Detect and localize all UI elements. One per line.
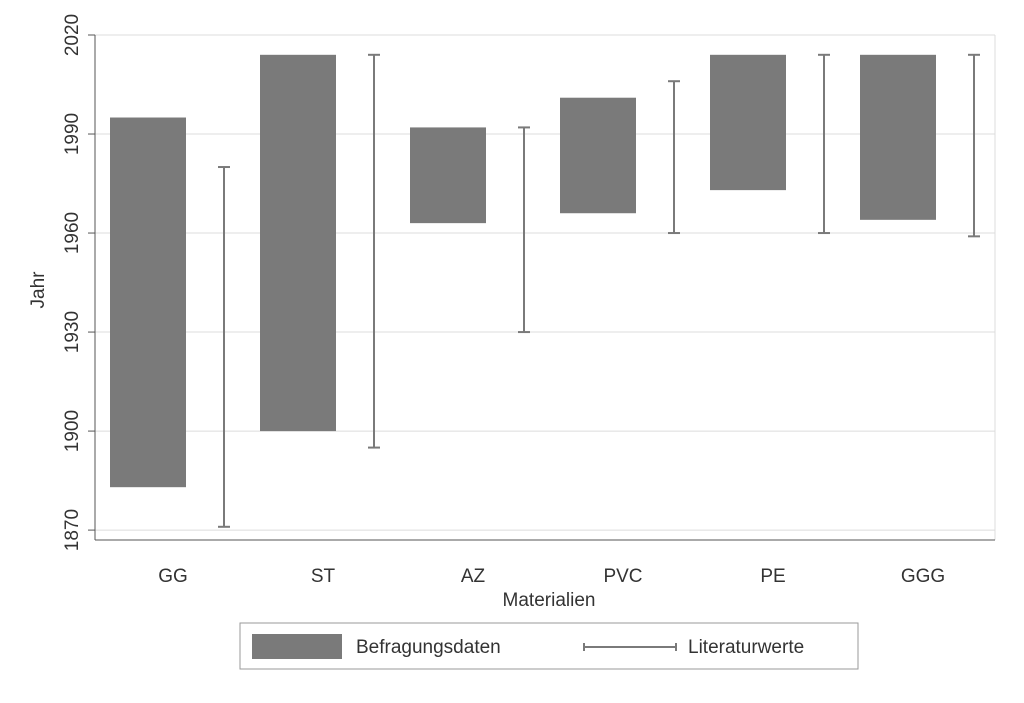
x-ticks: GG ST AZ PVC PE GGG xyxy=(95,539,995,587)
legend-frame xyxy=(239,622,859,670)
range-line-az xyxy=(518,126,530,334)
y-tick-label: 1990 xyxy=(62,113,83,155)
bar-az xyxy=(410,127,486,224)
bar-st xyxy=(260,54,336,432)
x-axis-label: Materialien xyxy=(503,590,596,611)
bar-pe xyxy=(710,54,786,191)
range-line-pe xyxy=(818,53,830,235)
x-tick-label-pvc: PVC xyxy=(603,566,642,587)
bar-ggg xyxy=(860,54,936,220)
bars xyxy=(110,54,936,488)
legend-swatch-befragungsdaten xyxy=(252,634,342,659)
y-axis-label: Jahr xyxy=(28,271,49,309)
legend-swatch-literaturwerte xyxy=(583,643,677,651)
range-lines xyxy=(218,53,980,528)
range-line-st xyxy=(368,53,380,449)
bar-gg xyxy=(110,117,186,488)
legend-label-literaturwerte: Literaturwerte xyxy=(688,637,804,658)
legend: Befragungsdaten Literaturwerte xyxy=(239,622,859,670)
bar-pvc xyxy=(560,97,636,214)
y-tick-label: 1960 xyxy=(62,212,83,254)
x-tick-label-gg: GG xyxy=(158,566,188,587)
x-tick-label-ggg: GGG xyxy=(901,566,945,587)
y-tick-label: 2020 xyxy=(62,14,83,56)
y-ticks: 1870 1900 1930 1960 1990 2020 xyxy=(62,14,96,551)
grid-lines xyxy=(95,34,996,540)
x-tick-label-pe: PE xyxy=(760,566,785,587)
y-tick-label: 1870 xyxy=(62,509,83,551)
x-tick-label-az: AZ xyxy=(461,566,486,587)
y-tick-label: 1930 xyxy=(62,311,83,353)
range-line-pvc xyxy=(668,80,680,235)
x-tick-label-st: ST xyxy=(311,566,336,587)
range-line-ggg xyxy=(968,53,980,238)
range-line-gg xyxy=(218,166,230,528)
y-tick-label: 1900 xyxy=(62,410,83,452)
legend-label-befragungsdaten: Befragungsdaten xyxy=(356,637,501,658)
